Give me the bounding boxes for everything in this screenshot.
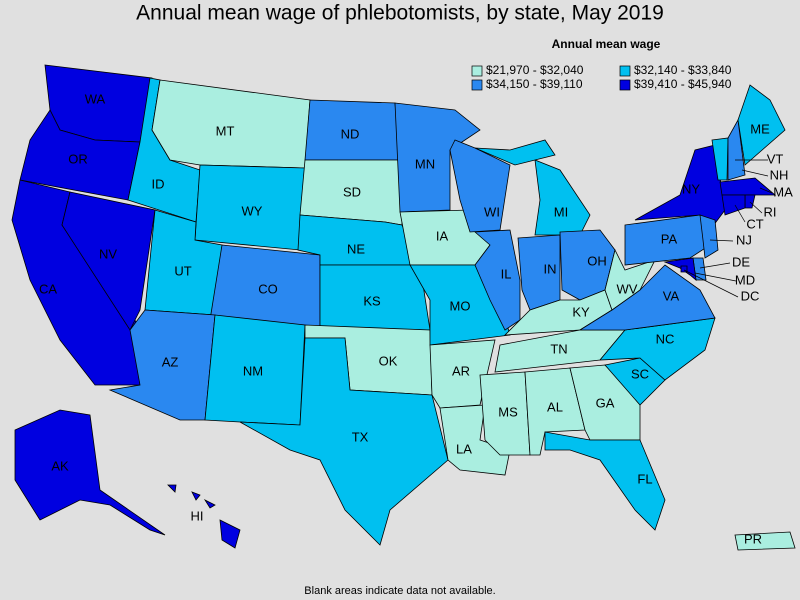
state-shape	[479, 371, 531, 456]
state-label: DC	[741, 288, 760, 303]
state-label: MS	[498, 404, 518, 419]
legend-label: $21,970 - $32,040	[486, 63, 584, 77]
state-label: GA	[596, 395, 615, 410]
state-label: VA	[663, 288, 680, 303]
legend-title: Annual mean wage	[552, 37, 661, 51]
state-label: OK	[379, 353, 398, 368]
state-shape	[203, 499, 216, 509]
state-shape	[544, 431, 666, 531]
state-label: NV	[99, 246, 117, 261]
state-label: WI	[484, 204, 500, 219]
state-shape	[14, 409, 166, 536]
state-label: MT	[216, 123, 235, 138]
state-label: CA	[39, 281, 57, 296]
state-label: IN	[544, 261, 557, 276]
leader-line	[734, 204, 746, 223]
state-shape	[191, 491, 201, 501]
state-shape	[219, 519, 241, 549]
legend-label: $32,140 - $33,840	[634, 63, 732, 77]
state-label: AR	[452, 363, 470, 378]
state-label: OR	[68, 151, 88, 166]
state-shape	[167, 484, 177, 493]
state-shape	[239, 337, 449, 546]
title: Annual mean wage of phlebotomists, by st…	[136, 2, 664, 25]
state-shape	[61, 191, 156, 331]
state-shape	[534, 159, 591, 236]
state-shape	[473, 229, 521, 331]
state-label: TX	[352, 429, 369, 444]
state-label: PR	[744, 531, 762, 546]
state-label: RI	[764, 204, 777, 219]
state-label: WA	[85, 91, 106, 106]
state-label: HI	[191, 508, 204, 523]
state-label: CT	[746, 216, 763, 231]
state-shape	[699, 214, 719, 259]
legend-swatch	[619, 79, 631, 91]
state-label: NH	[770, 167, 789, 182]
state-label: KY	[572, 304, 590, 319]
states	[11, 64, 796, 551]
state-label: CO	[258, 281, 278, 296]
state-label: ND	[341, 126, 360, 141]
state-label: MA	[773, 184, 793, 199]
legend-label: $39,410 - $45,940	[634, 77, 732, 91]
state-label: NE	[347, 241, 365, 256]
leader-line	[709, 239, 734, 242]
leader-line	[683, 269, 739, 298]
state-labels: WA OR CA NV ID MT WY UT CO AZ NM ND SD NE KS OK TX MN IA MO…	[39, 91, 793, 546]
state-label: PA	[661, 231, 678, 246]
state-label: AK	[51, 458, 69, 473]
state-shape	[663, 257, 697, 281]
legend-swatch	[619, 65, 631, 77]
state-label: TN	[550, 341, 567, 356]
state-shape	[711, 137, 729, 181]
state-label: MO	[450, 298, 471, 313]
state-label: NY	[682, 181, 700, 196]
state-label: NM	[243, 363, 263, 378]
state-label: AL	[547, 399, 563, 414]
state-shape	[719, 177, 777, 196]
state-label: DE	[732, 254, 750, 269]
state-label: WY	[242, 203, 263, 218]
leader-line	[741, 169, 769, 177]
state-label: MD	[735, 272, 755, 287]
state-label: MI	[554, 204, 568, 219]
state-shape	[727, 118, 746, 181]
legend-swatch	[471, 65, 483, 77]
state-shape	[624, 214, 711, 266]
state-label: MN	[415, 156, 435, 171]
state-label: KS	[363, 293, 381, 308]
state-label: WV	[617, 281, 638, 296]
state-shape	[721, 194, 746, 216]
legend-swatch	[471, 79, 483, 91]
state-label: SD	[343, 184, 361, 199]
state-label: SC	[631, 366, 649, 381]
leader-line	[749, 201, 763, 214]
state-label: IL	[501, 266, 512, 281]
state-label: IA	[436, 228, 449, 243]
state-label: LA	[456, 441, 472, 456]
state-label: UT	[174, 263, 191, 278]
state-shape	[744, 194, 756, 209]
footnote: Blank areas indicate data not available.	[304, 585, 495, 597]
state-label: OH	[587, 253, 607, 268]
state-label: FL	[637, 471, 652, 486]
state-label: NC	[656, 331, 675, 346]
state-label: ID	[152, 176, 165, 191]
state-shape	[734, 531, 796, 551]
legend: $21,970 - $32,040 $32,140 - $33,840 $34,15…	[471, 63, 732, 91]
leader-line	[699, 262, 731, 269]
state-label: VT	[767, 151, 784, 166]
leader-line	[759, 187, 773, 194]
state-label: ME	[750, 121, 770, 136]
state-label: NJ	[736, 232, 752, 247]
state-shape	[474, 139, 556, 166]
state-shape	[634, 144, 726, 231]
leader-line	[694, 272, 737, 282]
legend-label: $34,150 - $39,110	[486, 77, 583, 91]
state-shape	[737, 84, 786, 166]
state-label: AZ	[162, 354, 179, 369]
